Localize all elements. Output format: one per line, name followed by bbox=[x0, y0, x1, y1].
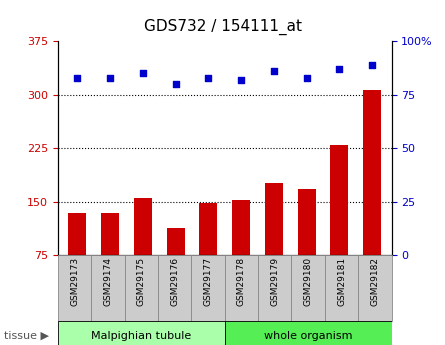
Text: GSM29176: GSM29176 bbox=[170, 257, 179, 306]
Text: GSM29177: GSM29177 bbox=[203, 257, 213, 306]
Bar bbox=[166, 228, 185, 309]
Text: tissue ▶: tissue ▶ bbox=[4, 331, 49, 341]
Point bbox=[303, 75, 310, 80]
Bar bbox=[91, 255, 125, 321]
Point bbox=[205, 75, 212, 80]
Bar bbox=[158, 255, 191, 321]
Bar bbox=[69, 213, 86, 309]
Bar bbox=[232, 200, 250, 309]
Point bbox=[238, 77, 245, 83]
Text: GSM29179: GSM29179 bbox=[270, 257, 279, 306]
Bar bbox=[125, 255, 158, 321]
Text: GSM29175: GSM29175 bbox=[137, 257, 146, 306]
Bar bbox=[258, 255, 291, 321]
Text: GDS732 / 154111_at: GDS732 / 154111_at bbox=[143, 19, 302, 35]
Bar bbox=[265, 183, 283, 309]
Bar bbox=[58, 321, 225, 345]
Text: GSM29174: GSM29174 bbox=[103, 257, 113, 306]
Bar bbox=[330, 145, 348, 309]
Bar bbox=[358, 255, 392, 321]
Bar bbox=[225, 321, 392, 345]
Bar bbox=[225, 255, 258, 321]
Bar bbox=[298, 189, 316, 309]
Bar bbox=[191, 255, 225, 321]
Bar bbox=[199, 203, 217, 309]
Bar bbox=[325, 255, 358, 321]
Bar bbox=[134, 198, 152, 309]
Point bbox=[172, 81, 179, 87]
Text: GSM29182: GSM29182 bbox=[370, 257, 380, 306]
Bar bbox=[58, 255, 91, 321]
Bar bbox=[363, 90, 381, 309]
Bar bbox=[291, 255, 325, 321]
Point bbox=[368, 62, 376, 68]
Text: Malpighian tubule: Malpighian tubule bbox=[91, 331, 191, 341]
Point bbox=[74, 75, 81, 80]
Text: GSM29178: GSM29178 bbox=[237, 257, 246, 306]
Point bbox=[107, 75, 114, 80]
Text: GSM29180: GSM29180 bbox=[303, 257, 313, 306]
Point bbox=[139, 71, 146, 76]
Text: GSM29181: GSM29181 bbox=[337, 257, 346, 306]
Point bbox=[270, 69, 277, 74]
Text: whole organism: whole organism bbox=[264, 331, 352, 341]
Point bbox=[336, 67, 343, 72]
Bar bbox=[101, 213, 119, 309]
Text: GSM29173: GSM29173 bbox=[70, 257, 79, 306]
